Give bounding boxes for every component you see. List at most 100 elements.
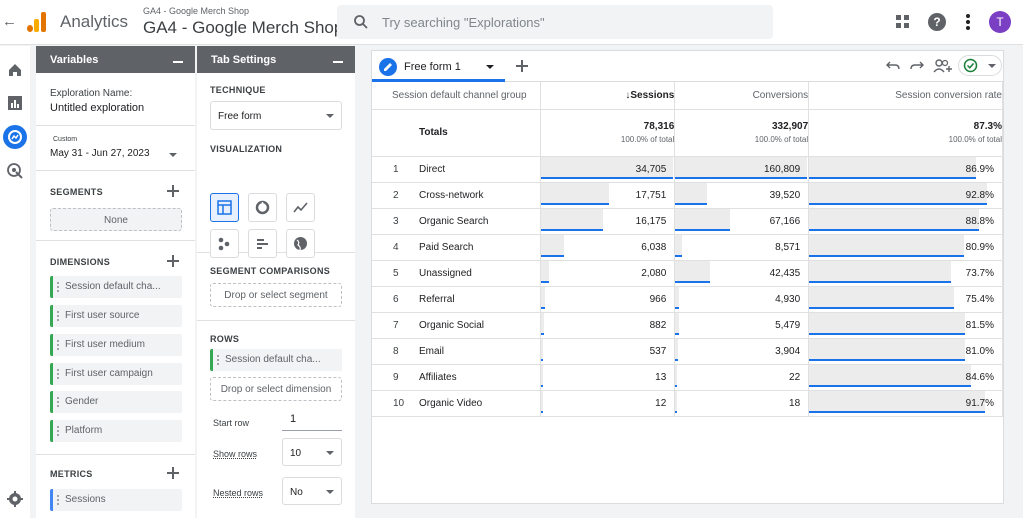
drag-handle-icon[interactable]: [56, 310, 60, 322]
drag-handle-icon[interactable]: [56, 494, 60, 506]
exploration-name-input[interactable]: Untitled exploration: [50, 102, 145, 114]
column-header-sessions[interactable]: ↓Sessions: [540, 82, 676, 110]
pencil-icon[interactable]: [379, 58, 397, 76]
search-bar[interactable]: Try searching "Explorations": [337, 5, 773, 39]
undo-icon[interactable]: [885, 58, 901, 74]
rate-value: 81.0%: [965, 345, 994, 357]
table-row[interactable]: 1 Direct 34,705 160,809 86.9%: [372, 156, 1003, 183]
add-tab-icon[interactable]: [516, 60, 528, 72]
viz-scatter-button[interactable]: [210, 229, 239, 258]
dimension-drop-zone[interactable]: Drop or select dimension: [210, 377, 342, 401]
segments-title: SEGMENTS: [50, 187, 103, 197]
dimension-chip[interactable]: Platform: [50, 420, 182, 442]
table-row[interactable]: 4 Paid Search 6,038 8,571 80.9%: [372, 234, 1003, 261]
heatmap-bar: [675, 260, 711, 283]
channel-name[interactable]: Organic Search: [419, 215, 489, 227]
collapse-variables-icon[interactable]: [173, 61, 183, 63]
column-header-conversions[interactable]: Conversions: [674, 82, 810, 110]
dimension-chip[interactable]: Gender: [50, 391, 182, 413]
avatar[interactable]: T: [989, 11, 1011, 33]
tab-free-form-1[interactable]: Free form 1: [372, 51, 505, 82]
channel-name[interactable]: Unassigned: [419, 267, 472, 279]
dimension-chip[interactable]: First user source: [50, 305, 182, 327]
table-row[interactable]: 10 Organic Video 12 18 91.7%: [372, 390, 1003, 417]
heatmap-bar: [675, 338, 679, 361]
segment-drop-zone[interactable]: Drop or select segment: [210, 283, 342, 307]
nested-rows-select[interactable]: No: [282, 477, 342, 505]
channel-name[interactable]: Referral: [419, 293, 455, 305]
dimension-chip[interactable]: First user medium: [50, 334, 182, 356]
channel-name[interactable]: Email: [419, 345, 445, 357]
apps-grid-icon[interactable]: [895, 13, 913, 31]
analytics-logo: [27, 12, 49, 32]
channel-cell: 2 Cross-network: [372, 182, 542, 209]
dimension-chip[interactable]: First user campaign: [50, 363, 182, 385]
viz-line-button[interactable]: [286, 193, 315, 222]
channel-name[interactable]: Organic Video: [419, 397, 483, 409]
table-body: 1 Direct 34,705 160,809 86.9% 2 Cross-network 1…: [372, 156, 1003, 417]
segments-none-placeholder[interactable]: None: [50, 208, 182, 231]
channel-name[interactable]: Direct: [419, 163, 446, 175]
drag-handle-icon[interactable]: [216, 354, 220, 366]
technique-select[interactable]: Free form: [210, 101, 342, 130]
home-icon[interactable]: [6, 61, 24, 79]
viz-bar-button[interactable]: [248, 229, 277, 258]
viz-donut-button[interactable]: [248, 193, 277, 222]
column-header-channel[interactable]: Session default channel group: [372, 82, 542, 110]
start-row-input[interactable]: 1: [282, 411, 342, 431]
heatmap-bar: [675, 390, 678, 413]
channel-name[interactable]: Organic Social: [419, 319, 485, 331]
collapse-tab-settings-icon[interactable]: [333, 61, 343, 63]
table-row[interactable]: 3 Organic Search 16,175 67,166 88.8%: [372, 208, 1003, 235]
channel-name[interactable]: Cross-network: [419, 189, 484, 201]
viz-table-button[interactable]: [210, 193, 239, 222]
more-options-icon[interactable]: [959, 13, 977, 31]
rate-cell: 88.8%: [808, 208, 1003, 235]
data-quality-button[interactable]: [958, 55, 1002, 76]
tab-menu-icon[interactable]: [486, 65, 494, 69]
account-path[interactable]: GA4 - Google Merch Shop: [143, 6, 250, 16]
add-dimension-icon[interactable]: [167, 255, 179, 267]
metric-chip[interactable]: Sessions: [50, 489, 182, 511]
date-range-picker[interactable]: May 31 - Jun 27, 2023: [50, 148, 150, 159]
table-row[interactable]: 8 Email 537 3,904 81.0%: [372, 338, 1003, 365]
channel-cell: 7 Organic Social: [372, 312, 542, 339]
property-selector[interactable]: GA4 - Google Merch Shop: [143, 18, 344, 37]
table-row[interactable]: 2 Cross-network 17,751 39,520 92.8%: [372, 182, 1003, 209]
channel-name[interactable]: Paid Search: [419, 241, 474, 253]
table-row[interactable]: 9 Affiliates 13 22 84.6%: [372, 364, 1003, 391]
table-row[interactable]: 7 Organic Social 882 5,479 81.5%: [372, 312, 1003, 339]
show-rows-select[interactable]: 10: [282, 438, 342, 466]
viz-geo-button[interactable]: [286, 229, 315, 258]
table-row[interactable]: 5 Unassigned 2,080 42,435 73.7%: [372, 260, 1003, 287]
heatmap-bar: [541, 208, 604, 231]
check-circle-icon: [963, 58, 978, 73]
back-arrow-icon[interactable]: ←: [2, 13, 17, 30]
dimension-chip[interactable]: Session default cha...: [50, 276, 182, 298]
drag-handle-icon[interactable]: [56, 339, 60, 351]
dimension-label: First user campaign: [65, 368, 153, 379]
help-icon[interactable]: ?: [928, 13, 946, 31]
column-header-conversion-rate[interactable]: Session conversion rate: [808, 82, 1003, 110]
drag-handle-icon[interactable]: [56, 425, 60, 437]
channel-cell: 10 Organic Video: [372, 390, 542, 417]
add-segment-icon[interactable]: [167, 185, 179, 197]
drag-handle-icon[interactable]: [56, 396, 60, 408]
table-row[interactable]: 6 Referral 966 4,930 75.4%: [372, 286, 1003, 313]
settings-gear-icon[interactable]: [6, 490, 24, 508]
redo-icon[interactable]: [909, 58, 925, 74]
line-chart-icon: [293, 202, 308, 213]
advertising-icon[interactable]: [6, 162, 24, 180]
explore-icon[interactable]: [3, 125, 27, 149]
date-dropdown-icon[interactable]: [169, 153, 177, 157]
drag-handle-icon[interactable]: [56, 281, 60, 293]
add-metric-icon[interactable]: [167, 467, 179, 479]
rate-value: 88.8%: [965, 215, 994, 227]
share-users-icon[interactable]: [933, 58, 953, 74]
channel-name[interactable]: Affiliates: [419, 371, 457, 383]
sessions-value: 13: [655, 371, 667, 383]
row-dimension-chip[interactable]: Session default cha...: [210, 349, 342, 371]
conversions-value: 67,166: [769, 215, 801, 227]
drag-handle-icon[interactable]: [56, 368, 60, 380]
reports-icon[interactable]: [6, 94, 24, 112]
